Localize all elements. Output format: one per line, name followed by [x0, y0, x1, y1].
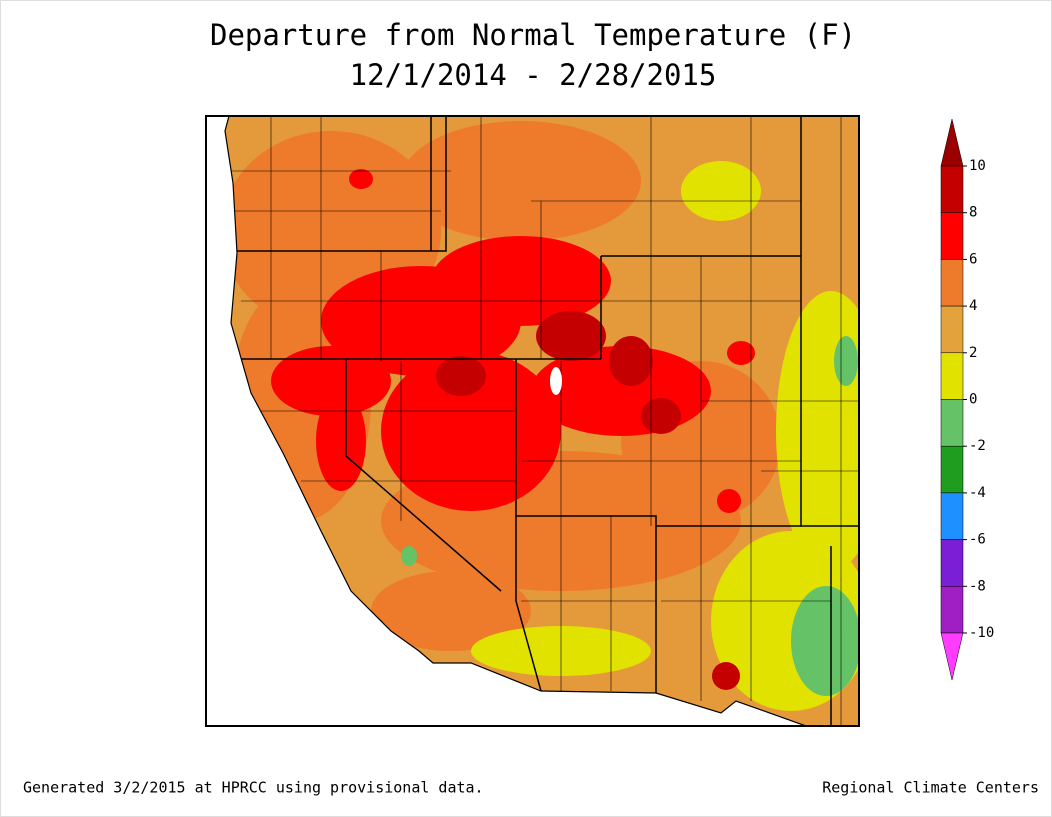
colorbar-segment	[940, 352, 964, 400]
colorbar-tick-label: 2	[969, 345, 977, 361]
footer-left: Generated 3/2/2015 at HPRCC using provis…	[23, 779, 484, 797]
colorbar-segment	[940, 305, 964, 354]
colorbar-tick-label: 6	[969, 251, 977, 267]
map	[205, 115, 860, 727]
colorbar-segment	[940, 445, 964, 494]
colorbar-segment	[940, 212, 964, 260]
footer-right: Regional Climate Centers	[822, 779, 1039, 797]
colorbar-tick-label: -2	[969, 438, 986, 454]
colorbar-tick-label: -8	[969, 578, 986, 594]
colorbar-tick-label: 4	[969, 298, 977, 314]
title-line-2: 12/1/2014 - 2/28/2015	[350, 58, 717, 92]
colorbar-segment	[940, 118, 964, 167]
colorbar: 10 8 6 4 2 0 -2 -4 -6 -8 -10	[940, 118, 994, 681]
colorbar-segment	[940, 632, 964, 681]
title-line-1: Departure from Normal Temperature (F)	[210, 18, 856, 52]
colorbar-segment	[940, 586, 964, 634]
colorbar-segment	[940, 539, 964, 587]
colorbar-tick-label: -4	[969, 485, 986, 501]
colorbar-segment	[940, 259, 964, 307]
colorbar-segment	[940, 399, 964, 447]
colorbar-tick-label: -6	[969, 532, 986, 548]
colorbar-tick-label: -10	[969, 625, 994, 641]
colorbar-tick-label: 10	[969, 158, 986, 174]
colorbar-segment	[940, 165, 964, 213]
colorbar-tick-label: 8	[969, 205, 977, 221]
colorbar-tick-label: 0	[969, 392, 977, 408]
colorbar-segment	[940, 492, 964, 540]
